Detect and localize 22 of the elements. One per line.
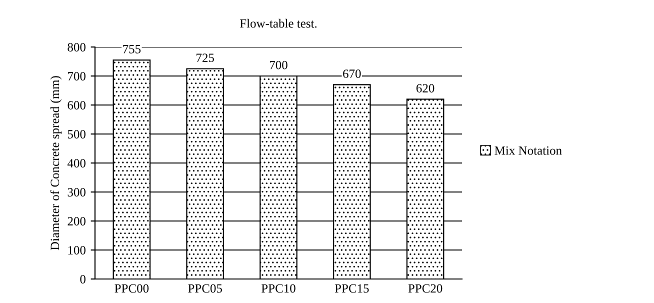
- y-tick-label: 400: [67, 159, 86, 168]
- y-tick-label: 600: [68, 101, 86, 110]
- y-tick-label: 300: [68, 188, 86, 196]
- y-tick-label: 800: [68, 43, 86, 52]
- data-label: 725: [196, 54, 214, 62]
- data-label: 620: [416, 84, 434, 92]
- x-tick-label: PPC15: [334, 284, 369, 293]
- legend-label: Mix Notation: [494, 146, 562, 155]
- y-tick-label: 0: [80, 275, 86, 284]
- x-tick-label: PPC00: [114, 284, 149, 293]
- data-label: 755: [123, 45, 141, 54]
- data-label: 700: [270, 60, 288, 70]
- x-tick-label: PPC05: [188, 284, 222, 293]
- y-tick-label: 100: [68, 246, 86, 254]
- y-tick-label: 500: [68, 130, 86, 138]
- y-tick-label: 200: [68, 217, 86, 226]
- y-tick-label: 700: [68, 72, 86, 80]
- chart-title: Flow-table test.: [240, 18, 317, 28]
- x-tick-label: PPC10: [261, 284, 296, 293]
- x-tick-label: PPC20: [408, 284, 442, 293]
- y-axis-title: Diameter of Concrete spread (mm): [50, 76, 62, 250]
- data-label: 670: [343, 70, 361, 78]
